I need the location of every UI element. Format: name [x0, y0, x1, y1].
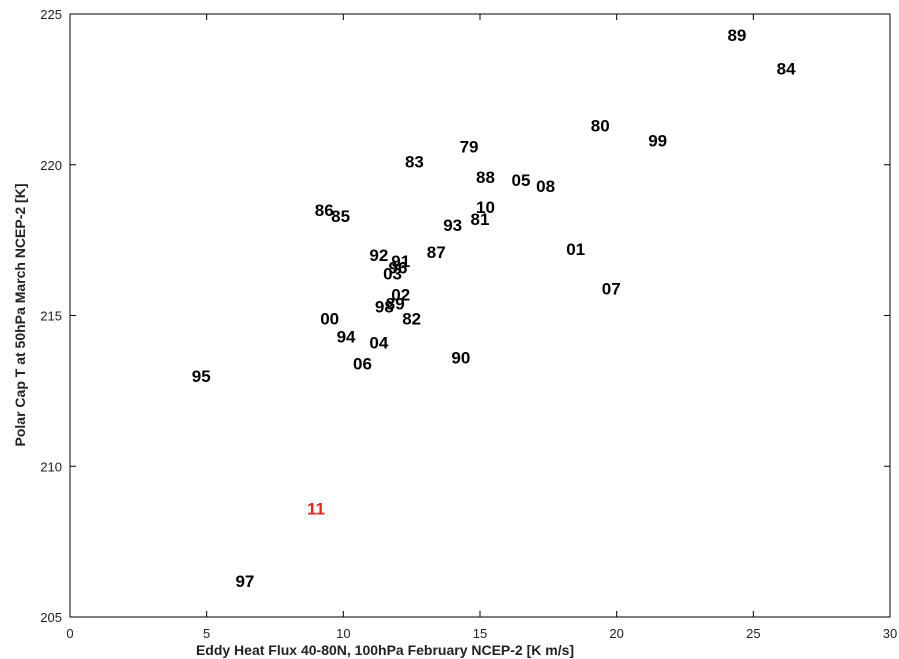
y-tick-label: 220: [40, 158, 62, 173]
y-axis-label: Polar Cap T at 50hPa March NCEP-2 [K]: [12, 184, 28, 447]
data-point-82: 82: [402, 310, 421, 329]
data-point-83: 83: [405, 153, 424, 172]
data-point-11: 11: [307, 499, 325, 518]
data-point-99: 99: [648, 132, 667, 151]
data-point-88: 88: [476, 168, 495, 187]
data-point-00: 00: [320, 310, 339, 329]
data-point-04: 04: [369, 334, 388, 353]
data-point-89: 89: [727, 26, 746, 45]
data-point-02: 02: [391, 285, 410, 304]
x-tick-label: 20: [609, 626, 623, 641]
data-point-98: 98: [375, 297, 394, 316]
x-tick-label: 5: [203, 626, 210, 641]
data-point-06: 06: [353, 355, 372, 374]
y-tick-label: 225: [40, 7, 62, 22]
data-point-97: 97: [235, 572, 254, 591]
y-tick-label: 210: [40, 459, 62, 474]
x-tick-label: 0: [66, 626, 73, 641]
data-point-96: 96: [389, 258, 408, 277]
data-point-94: 94: [337, 328, 356, 347]
y-tick-label: 205: [40, 610, 62, 625]
data-point-87: 87: [427, 243, 446, 262]
x-tick-label: 10: [336, 626, 350, 641]
data-point-07: 07: [602, 279, 621, 298]
data-point-89b: 89: [386, 294, 405, 313]
data-point-92: 92: [369, 246, 388, 265]
data-point-91: 91: [391, 252, 410, 271]
data-point-79: 79: [460, 138, 479, 157]
data-point-86: 86: [315, 201, 334, 220]
data-point-85: 85: [331, 207, 350, 226]
data-point-81: 81: [471, 210, 490, 229]
data-point-05: 05: [512, 171, 531, 190]
x-axis-label: Eddy Heat Flux 40-80N, 100hPa February N…: [196, 642, 574, 658]
data-point-01: 01: [566, 240, 585, 259]
x-tick-label: 15: [473, 626, 487, 641]
y-tick-label: 215: [40, 309, 62, 324]
plot-frame: [69, 13, 891, 618]
x-tick-label: 25: [746, 626, 760, 641]
data-point-95: 95: [192, 367, 211, 386]
data-point-93: 93: [443, 216, 462, 235]
x-tick-label: 30: [883, 626, 897, 641]
data-point-84: 84: [777, 59, 796, 78]
data-point-08: 08: [536, 177, 555, 196]
data-point-80: 80: [591, 117, 610, 136]
data-point-10: 10: [476, 198, 495, 217]
data-point-90: 90: [451, 349, 470, 368]
data-point-03: 03: [383, 264, 402, 283]
